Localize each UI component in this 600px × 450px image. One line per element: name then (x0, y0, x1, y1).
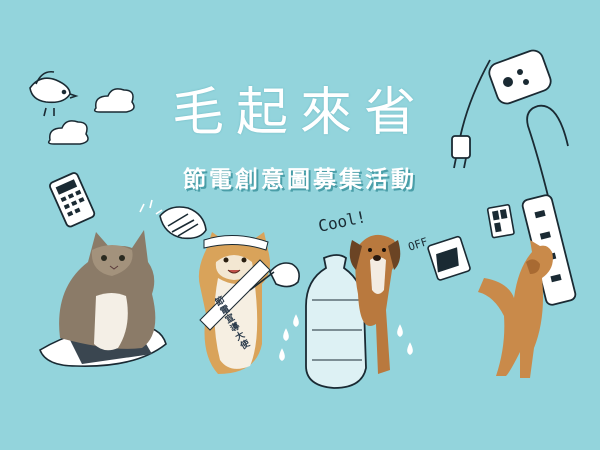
page-subtitle: 節電創意圖募集活動 (183, 167, 417, 193)
light-switch-icon (427, 235, 471, 281)
bird-icon (29, 70, 79, 117)
light-switch-icon (486, 204, 515, 239)
sash (199, 259, 271, 331)
splash-icon (139, 199, 413, 361)
dog-beagle (349, 234, 401, 374)
remote-control-icon (49, 172, 96, 228)
fan-icon (159, 206, 300, 291)
water-bottle-icon (305, 254, 367, 389)
cat-left (59, 230, 156, 351)
plug-icon (451, 59, 491, 169)
light-switch-icon (488, 49, 552, 105)
cat-right (478, 240, 553, 378)
cloud-icon (47, 88, 135, 145)
page-title: 毛起來省 (171, 83, 428, 143)
